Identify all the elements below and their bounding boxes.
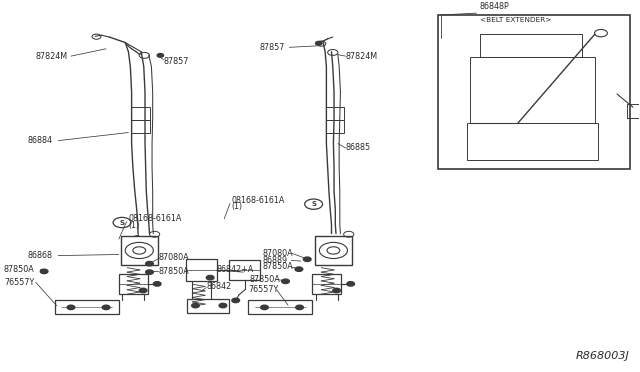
- Bar: [186, 259, 216, 281]
- Bar: [131, 121, 150, 133]
- Text: 87850A: 87850A: [4, 265, 35, 274]
- Circle shape: [206, 275, 214, 280]
- Text: 87850A: 87850A: [250, 275, 280, 284]
- Bar: [131, 107, 150, 120]
- Circle shape: [333, 288, 340, 293]
- Bar: [229, 260, 260, 280]
- Text: 87824M: 87824M: [36, 52, 68, 61]
- Circle shape: [154, 282, 161, 286]
- Text: 87850A: 87850A: [159, 267, 189, 276]
- Bar: [326, 107, 344, 120]
- Circle shape: [146, 270, 154, 274]
- Text: 86868: 86868: [28, 251, 52, 260]
- Text: 86884: 86884: [28, 136, 52, 145]
- Text: (1): (1): [129, 221, 140, 230]
- Circle shape: [282, 279, 289, 283]
- Bar: [248, 301, 312, 314]
- Circle shape: [219, 303, 227, 308]
- Circle shape: [232, 298, 239, 302]
- Text: 86842+A: 86842+A: [216, 265, 254, 274]
- Text: 08168-6161A: 08168-6161A: [232, 196, 285, 205]
- Text: 86842: 86842: [206, 282, 232, 291]
- Bar: [627, 104, 640, 118]
- Circle shape: [316, 41, 322, 45]
- Bar: [438, 15, 630, 169]
- Text: 87857: 87857: [259, 43, 285, 52]
- Text: 87080A: 87080A: [159, 253, 189, 262]
- Text: S: S: [120, 219, 125, 225]
- Bar: [467, 123, 598, 160]
- Text: 86889: 86889: [262, 256, 287, 265]
- Text: R868003J: R868003J: [576, 351, 630, 361]
- Bar: [119, 274, 148, 294]
- Circle shape: [347, 282, 355, 286]
- Circle shape: [296, 305, 303, 310]
- Text: (1): (1): [232, 202, 243, 211]
- Text: 87080A: 87080A: [262, 248, 293, 257]
- Bar: [312, 274, 341, 294]
- Bar: [470, 57, 595, 123]
- Text: 86885: 86885: [346, 144, 371, 153]
- Bar: [479, 34, 582, 57]
- Text: 87857: 87857: [164, 57, 189, 66]
- Text: 08168-6161A: 08168-6161A: [129, 214, 182, 223]
- Circle shape: [191, 303, 199, 308]
- Text: 76557Y: 76557Y: [248, 285, 279, 294]
- Bar: [187, 299, 228, 312]
- Text: <BELT EXTENDER>: <BELT EXTENDER>: [479, 17, 551, 23]
- Bar: [121, 236, 158, 265]
- Circle shape: [67, 305, 75, 310]
- Circle shape: [40, 269, 48, 273]
- Circle shape: [102, 305, 110, 310]
- Text: S: S: [311, 201, 316, 207]
- Bar: [326, 121, 344, 133]
- Text: 87850A: 87850A: [262, 263, 293, 272]
- Circle shape: [140, 288, 147, 293]
- Circle shape: [260, 305, 268, 310]
- Text: 76557Y: 76557Y: [4, 278, 34, 287]
- Text: 86848P: 86848P: [479, 2, 509, 11]
- Circle shape: [303, 257, 311, 262]
- Bar: [55, 301, 119, 314]
- Circle shape: [295, 267, 303, 272]
- Bar: [315, 236, 352, 265]
- Circle shape: [157, 54, 164, 57]
- Circle shape: [146, 262, 154, 266]
- Text: 87824M: 87824M: [346, 52, 378, 61]
